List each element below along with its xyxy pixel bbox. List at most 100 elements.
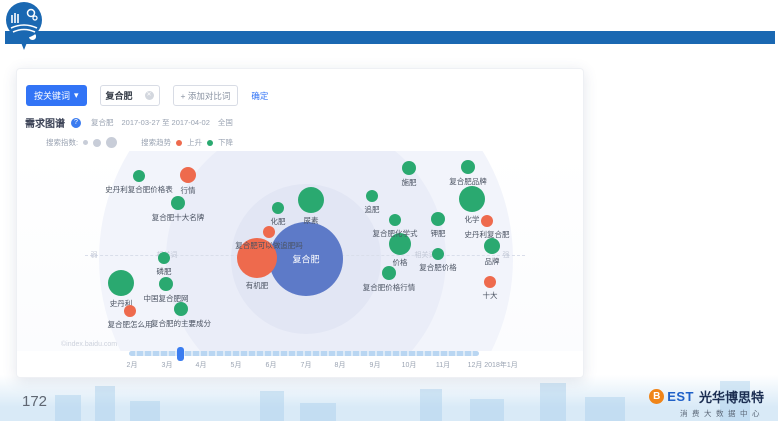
bubble-label: 化肥 bbox=[270, 217, 286, 226]
keyword-value: 复合肥 bbox=[105, 91, 133, 101]
related-word-bubble[interactable] bbox=[171, 196, 185, 210]
axis-label: 弱 bbox=[90, 252, 98, 259]
time-slider-handle[interactable] bbox=[177, 347, 184, 361]
month-tick: 4月 bbox=[195, 362, 207, 369]
bubble-label: 复合肥价格 bbox=[419, 263, 457, 272]
bubble-label: 尿素 bbox=[303, 216, 319, 225]
add-compare-label: + 添加对比词 bbox=[180, 90, 231, 101]
bubble-label: 钾肥 bbox=[430, 229, 446, 238]
bubble-label: 复合肥化学式 bbox=[372, 229, 418, 238]
meta-region: 全国 bbox=[217, 118, 233, 127]
time-slider-track[interactable] bbox=[129, 351, 479, 356]
related-word-bubble[interactable] bbox=[158, 252, 170, 264]
bubble-label: 复合肥的主要成分 bbox=[151, 319, 211, 328]
add-compare-button[interactable]: + 添加对比词 bbox=[172, 85, 239, 106]
month-tick: 12月 bbox=[467, 362, 483, 369]
meta-keyword: 复合肥 bbox=[91, 118, 114, 127]
bubble-label: 磷肥 bbox=[156, 267, 172, 276]
source-watermark: ©index.baidu.com bbox=[61, 341, 118, 348]
related-word-bubble[interactable] bbox=[481, 215, 493, 227]
clear-icon[interactable]: ✕ bbox=[144, 91, 154, 100]
axis-label: 强 bbox=[502, 252, 510, 259]
bubble-label: 史丹利复合肥价格表 bbox=[105, 185, 173, 194]
month-tick: 8月 bbox=[334, 362, 346, 369]
month-tick: 11月 bbox=[435, 362, 451, 369]
bubble-label: 复合肥品牌 bbox=[449, 177, 487, 186]
footer-brand: B EST 光华博思特 消费大数据中心 bbox=[649, 387, 764, 419]
brand-name: 光华博思特 bbox=[698, 390, 764, 405]
best-est-text: EST bbox=[667, 389, 694, 404]
bubble-label: 复合肥十大名牌 bbox=[151, 213, 205, 222]
size-dot-medium bbox=[93, 138, 102, 147]
related-word-bubble[interactable] bbox=[124, 305, 136, 317]
related-word-bubble[interactable] bbox=[432, 248, 444, 260]
month-tick: 9月 bbox=[369, 362, 381, 369]
month-tick: 6月 bbox=[265, 362, 277, 369]
bubble-label: 品牌 bbox=[484, 257, 500, 266]
related-word-bubble[interactable] bbox=[382, 266, 396, 280]
meta-date-range: 2017-03-27 至 2017-04-02 bbox=[121, 118, 210, 127]
section-title: 需求图谱 bbox=[25, 119, 65, 130]
top-brand-bar bbox=[5, 31, 775, 44]
month-tick: 5月 bbox=[230, 362, 242, 369]
related-word-bubble[interactable] bbox=[459, 186, 485, 212]
baidu-index-panel: 按关键词 ▾ 复合肥 ✕ + 添加对比词 确定 需求图谱 ? 复合肥 2017-… bbox=[16, 68, 584, 378]
bubble-label: 复合肥 bbox=[292, 254, 320, 265]
legend-trend-label: 搜索趋势 bbox=[141, 138, 172, 147]
related-word-bubble[interactable] bbox=[484, 238, 500, 254]
bubble-label: 价格 bbox=[392, 258, 408, 267]
related-word-bubble[interactable] bbox=[174, 302, 188, 316]
related-word-bubble[interactable] bbox=[389, 233, 411, 255]
agri-pin-logo bbox=[4, 1, 44, 51]
bubble-label: 复合肥价格行情 bbox=[362, 283, 416, 292]
chevron-down-icon: ▾ bbox=[74, 90, 79, 100]
legend-up-label: 上升 bbox=[187, 138, 203, 147]
legend-size-label: 搜索指数: bbox=[46, 138, 79, 147]
bubble-label: 有机肥 bbox=[245, 281, 269, 290]
bird-mark bbox=[29, 34, 36, 40]
center-keyword-bubble[interactable] bbox=[269, 222, 343, 296]
bubble-label: 十大 bbox=[482, 291, 498, 300]
query-meta: 复合肥 2017-03-27 至 2017-04-02 全国 bbox=[91, 117, 233, 128]
size-dot-large bbox=[106, 137, 118, 148]
related-word-bubble[interactable] bbox=[366, 190, 378, 202]
month-tick: 2018年1月 bbox=[484, 362, 518, 369]
bubble-label: 史丹利复合肥 bbox=[464, 230, 510, 239]
size-dot-small bbox=[83, 140, 89, 145]
keyword-input[interactable]: 复合肥 ✕ bbox=[99, 85, 160, 106]
related-word-bubble[interactable] bbox=[237, 238, 277, 278]
month-tick: 2月 bbox=[126, 362, 138, 369]
related-word-bubble[interactable] bbox=[133, 170, 145, 182]
related-word-bubble[interactable] bbox=[272, 202, 284, 214]
bubble-label: 史丹利 bbox=[109, 299, 133, 308]
related-word-bubble[interactable] bbox=[108, 270, 134, 296]
bubble-label: 行情 bbox=[180, 186, 196, 195]
related-word-bubble[interactable] bbox=[431, 212, 445, 226]
keyword-mode-button[interactable]: 按关键词 ▾ bbox=[26, 85, 87, 106]
related-word-bubble[interactable] bbox=[180, 167, 196, 183]
bubble-label: 中国复合肥网 bbox=[143, 294, 189, 303]
legend-down-label: 下降 bbox=[218, 138, 234, 147]
month-tick: 10月 bbox=[401, 362, 417, 369]
month-tick: 3月 bbox=[161, 362, 173, 369]
related-word-bubble[interactable] bbox=[484, 276, 496, 288]
legend-down-dot bbox=[207, 139, 214, 146]
confirm-link[interactable]: 确定 bbox=[251, 90, 269, 101]
bubble-chart: ©index.baidu.com 弱相关词相关词强复合肥有机肥尿素化学史丹利价格… bbox=[17, 151, 583, 351]
bubble-label: 化学 bbox=[464, 215, 480, 224]
legend-up-dot bbox=[176, 139, 183, 146]
bubble-label: 复合肥可以做追肥吗 bbox=[235, 241, 303, 250]
section-header: 需求图谱 ? 复合肥 2017-03-27 至 2017-04-02 全国 bbox=[25, 115, 233, 130]
slider-months: 2月 3月 4月 5月 6月 7月 8月 9月 10月 11月 12月 2018年1月 bbox=[17, 360, 583, 372]
related-word-bubble[interactable] bbox=[159, 277, 173, 291]
related-word-bubble[interactable] bbox=[461, 160, 475, 174]
related-word-bubble[interactable] bbox=[298, 187, 324, 213]
search-toolbar: 按关键词 ▾ 复合肥 ✕ + 添加对比词 确定 bbox=[26, 85, 268, 106]
related-word-bubble[interactable] bbox=[389, 214, 401, 226]
related-word-bubble[interactable] bbox=[263, 226, 275, 238]
info-icon[interactable]: ? bbox=[71, 117, 81, 128]
best-b-icon: B bbox=[649, 389, 665, 404]
related-word-bubble[interactable] bbox=[402, 161, 416, 175]
keyword-mode-label: 按关键词 bbox=[34, 91, 71, 101]
chart-legend: 搜索指数: 搜索趋势 上升 下降 bbox=[46, 137, 233, 148]
